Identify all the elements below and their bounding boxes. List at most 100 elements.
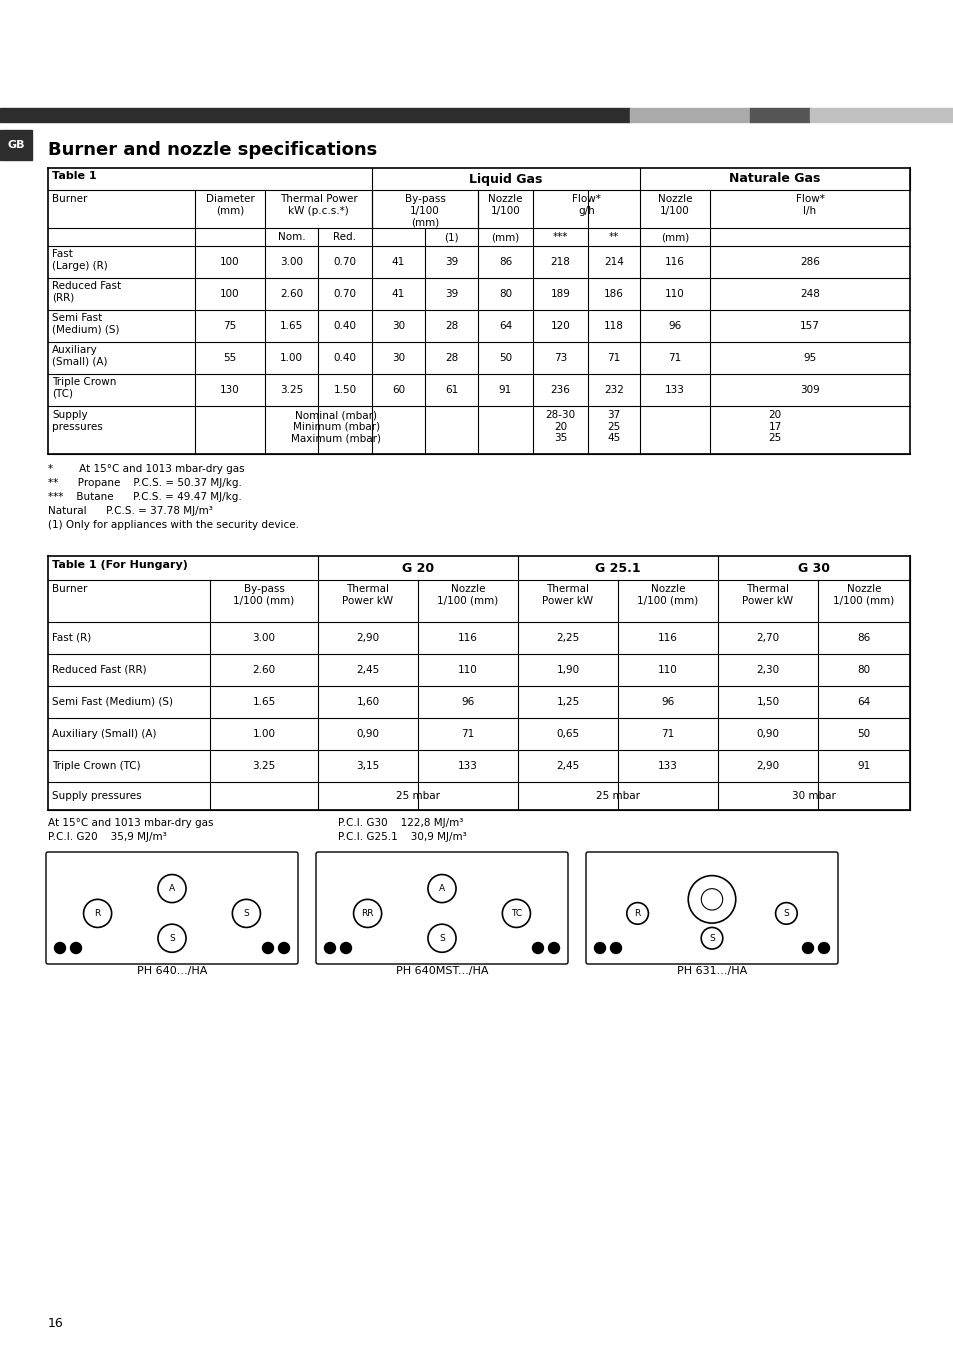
Text: 96: 96 [660,697,674,707]
Text: R: R [94,909,101,917]
Text: 186: 186 [603,289,623,299]
Text: 133: 133 [457,761,477,771]
Text: 218: 218 [550,257,570,267]
Text: G 25.1: G 25.1 [595,562,640,574]
Text: 3.00: 3.00 [253,634,275,643]
Text: 1.65: 1.65 [253,697,275,707]
Text: 120: 120 [550,322,570,331]
Text: P.C.I. G20    35,9 MJ/m³: P.C.I. G20 35,9 MJ/m³ [48,832,167,842]
Text: 80: 80 [498,289,512,299]
Text: 2,70: 2,70 [756,634,779,643]
Text: 3,15: 3,15 [356,761,379,771]
Text: 86: 86 [498,257,512,267]
Text: Diameter
(mm): Diameter (mm) [206,195,254,216]
Text: (1) Only for appliances with the security device.: (1) Only for appliances with the securit… [48,520,298,530]
Text: 71: 71 [461,730,475,739]
Text: Auxiliary
(Small) (A): Auxiliary (Small) (A) [52,345,108,366]
Text: 157: 157 [800,322,819,331]
Bar [749,108,809,122]
Text: **: ** [608,232,618,242]
Text: 133: 133 [658,761,678,771]
Text: 64: 64 [857,697,870,707]
Text: 118: 118 [603,322,623,331]
Text: 30: 30 [392,353,405,363]
Text: TC: TC [510,909,521,917]
Text: PH 631.../HA: PH 631.../HA [677,966,746,975]
Text: 100: 100 [220,257,239,267]
Text: 189: 189 [550,289,570,299]
Text: 41: 41 [392,257,405,267]
Text: Fast (R): Fast (R) [52,634,91,643]
Text: P.C.I. G25.1    30,9 MJ/m³: P.C.I. G25.1 30,9 MJ/m³ [337,832,466,842]
Circle shape [801,943,813,954]
Text: 130: 130 [220,385,239,394]
Text: R: R [634,909,640,917]
Text: 96: 96 [668,322,680,331]
Text: 309: 309 [800,385,819,394]
Text: Table 1 (For Hungary): Table 1 (For Hungary) [52,561,188,570]
Text: 71: 71 [607,353,620,363]
Text: 3.25: 3.25 [253,761,275,771]
Text: Semi Fast
(Medium) (S): Semi Fast (Medium) (S) [52,313,119,335]
Circle shape [278,943,289,954]
Text: Nozzle
1/100: Nozzle 1/100 [488,195,522,216]
Text: Triple Crown (TC): Triple Crown (TC) [52,761,140,771]
Text: S: S [708,934,714,943]
Circle shape [594,943,605,954]
Text: 16: 16 [48,1317,64,1329]
Text: 37
25
45: 37 25 45 [607,409,620,443]
Text: Semi Fast (Medium) (S): Semi Fast (Medium) (S) [52,697,172,707]
Circle shape [548,943,558,954]
Text: 232: 232 [603,385,623,394]
Bar [809,108,953,122]
Text: 0.40: 0.40 [334,353,356,363]
Text: Nom.: Nom. [277,232,305,242]
Text: 2,25: 2,25 [556,634,579,643]
Text: 0,90: 0,90 [356,730,379,739]
Text: Supply pressures: Supply pressures [52,790,141,801]
Text: 0,65: 0,65 [556,730,579,739]
Text: Burner: Burner [52,195,88,204]
Text: 0,90: 0,90 [756,730,779,739]
Text: P.C.I. G30    122,8 MJ/m³: P.C.I. G30 122,8 MJ/m³ [337,817,463,828]
Text: (1): (1) [444,232,458,242]
Text: Table 1: Table 1 [52,172,96,181]
Text: 3.00: 3.00 [280,257,303,267]
Text: Naturale Gas: Naturale Gas [728,173,820,185]
Text: 25 mbar: 25 mbar [596,790,639,801]
Text: Red.: Red. [334,232,356,242]
Text: Auxiliary (Small) (A): Auxiliary (Small) (A) [52,730,156,739]
Text: A: A [169,884,175,893]
Text: 50: 50 [498,353,512,363]
Text: 116: 116 [457,634,477,643]
Text: RR: RR [361,909,374,917]
Text: 1.00: 1.00 [253,730,275,739]
Text: Fast
(Large) (R): Fast (Large) (R) [52,249,108,270]
Text: 96: 96 [461,697,475,707]
Text: S: S [782,909,788,917]
Text: 1.65: 1.65 [279,322,303,331]
Circle shape [324,943,335,954]
FancyBboxPatch shape [46,852,297,965]
Text: Burner and nozzle specifications: Burner and nozzle specifications [48,141,376,159]
Text: 73: 73 [554,353,566,363]
Text: 39: 39 [444,257,457,267]
Text: 1.00: 1.00 [280,353,303,363]
Text: 1.50: 1.50 [334,385,356,394]
Text: 116: 116 [664,257,684,267]
Text: Thermal Power
kW (p.c.s.*): Thermal Power kW (p.c.s.*) [279,195,357,216]
Text: Nominal (mbar)
Minimum (mbar)
Maximum (mbar): Nominal (mbar) Minimum (mbar) Maximum (m… [292,409,381,443]
Text: 28-30
20
35: 28-30 20 35 [545,409,575,443]
Text: **      Propane    P.C.S. = 50.37 MJ/kg.: ** Propane P.C.S. = 50.37 MJ/kg. [48,478,242,488]
Text: ***    Butane      P.C.S. = 49.47 MJ/kg.: *** Butane P.C.S. = 49.47 MJ/kg. [48,492,241,503]
Text: 0.70: 0.70 [334,289,356,299]
Circle shape [340,943,351,954]
Text: 41: 41 [392,289,405,299]
Text: ***: *** [552,232,568,242]
Text: By-pass
1/100
(mm): By-pass 1/100 (mm) [404,195,445,227]
Text: 2,45: 2,45 [356,665,379,676]
Text: Thermal
Power kW: Thermal Power kW [342,584,394,605]
Text: 2,45: 2,45 [556,761,579,771]
Text: Nozzle
1/100 (mm): Nozzle 1/100 (mm) [637,584,698,605]
Text: 55: 55 [223,353,236,363]
